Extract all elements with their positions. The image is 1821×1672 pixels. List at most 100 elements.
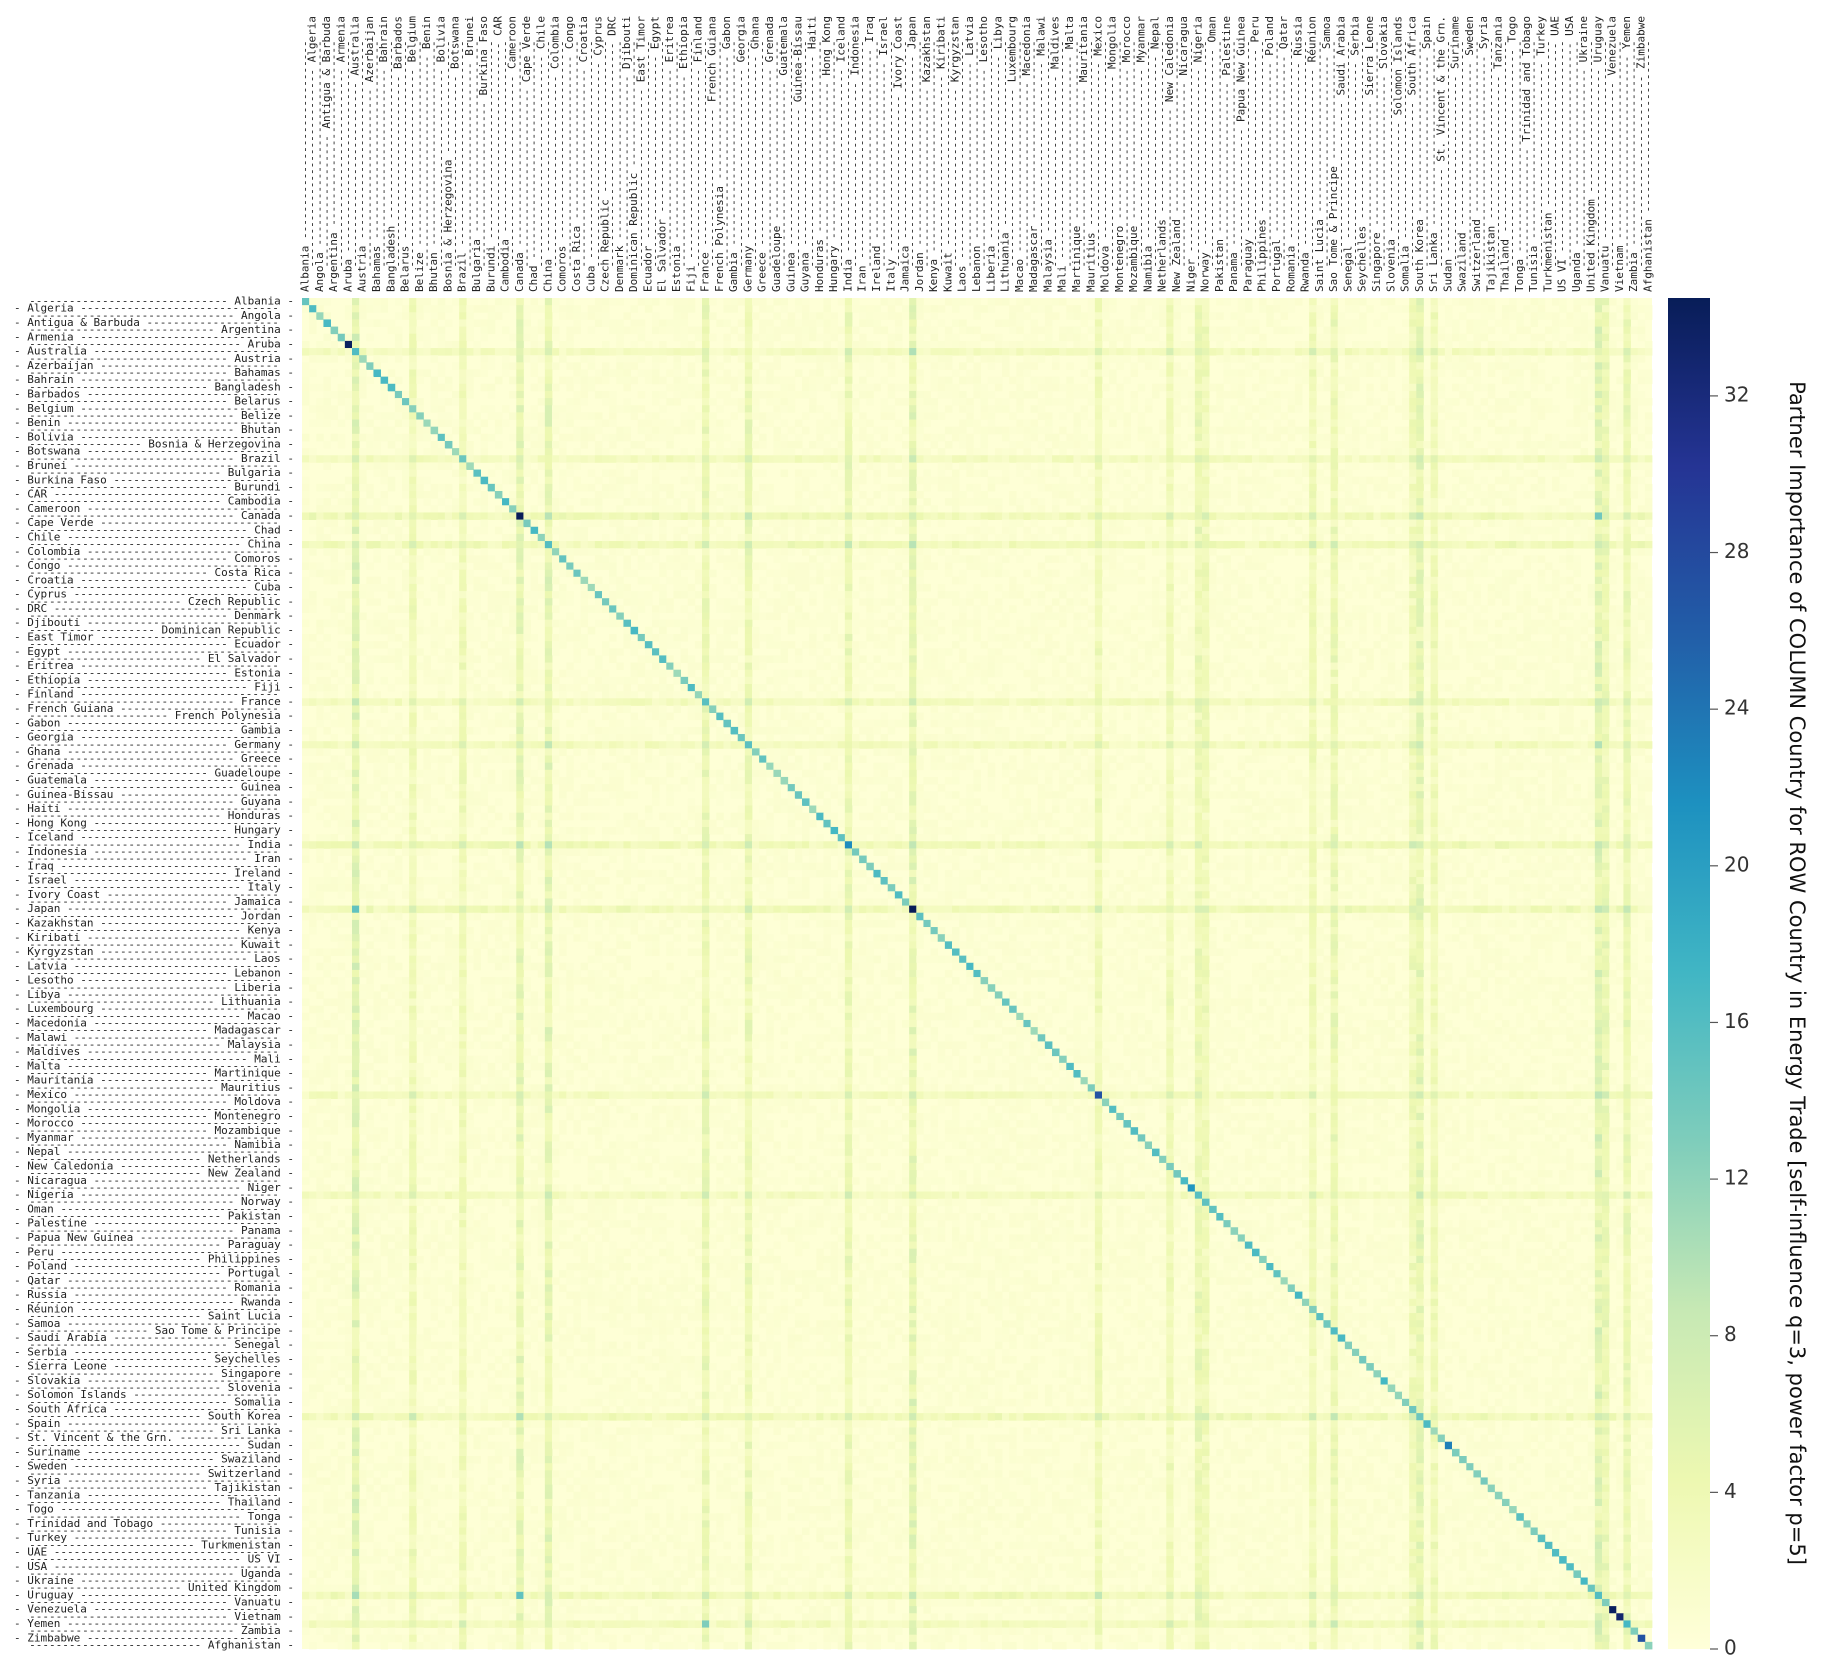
heatmap-cell (316, 384, 324, 392)
heatmap-cell (395, 505, 403, 513)
heatmap-cell (416, 312, 424, 320)
heatmap-cell (1145, 534, 1153, 542)
heatmap-cell (688, 534, 696, 542)
heatmap-cell (1431, 448, 1439, 456)
heatmap-cell (645, 377, 653, 385)
heatmap-cell (1623, 305, 1631, 313)
heatmap-cell (1059, 512, 1067, 520)
heatmap-cell (1352, 505, 1360, 513)
heatmap-cell (1009, 377, 1017, 385)
heatmap-cell (595, 520, 603, 528)
heatmap-cell (1002, 534, 1010, 542)
heatmap-cell (1566, 441, 1574, 449)
heatmap-cell (1402, 334, 1410, 342)
heatmap-cell (852, 484, 860, 492)
heatmap-cell (838, 327, 846, 335)
heatmap-cell (745, 541, 753, 549)
heatmap-cell (745, 355, 753, 363)
heatmap-cell (1623, 584, 1631, 592)
heatmap-cell (1609, 319, 1617, 327)
heatmap-cell (723, 369, 731, 377)
heatmap-cell (873, 348, 881, 356)
heatmap-cell (323, 441, 331, 449)
heatmap-cell (959, 512, 967, 520)
heatmap-cell (323, 319, 331, 327)
heatmap-cell (1181, 369, 1189, 377)
heatmap-cell (1152, 505, 1160, 513)
heatmap-cell (1123, 570, 1131, 578)
heatmap-cell (1402, 305, 1410, 313)
heatmap-cell (1609, 341, 1617, 349)
heatmap-cell (845, 570, 853, 578)
heatmap-cell (323, 455, 331, 463)
heatmap-cell (588, 541, 596, 549)
heatmap-cell (795, 470, 803, 478)
heatmap-cell (538, 355, 546, 363)
heatmap-cell (973, 348, 981, 356)
heatmap-cell (573, 327, 581, 335)
heatmap-cell (1552, 448, 1560, 456)
heatmap-cell (1202, 548, 1210, 556)
heatmap-cell (481, 334, 489, 342)
heatmap-cell (359, 355, 367, 363)
heatmap-cell (566, 591, 574, 599)
heatmap-cell (781, 448, 789, 456)
heatmap-cell (709, 420, 717, 428)
heatmap-cell (473, 512, 481, 520)
heatmap-cell (666, 562, 674, 570)
heatmap-cell (1123, 484, 1131, 492)
heatmap-cell (1423, 512, 1431, 520)
heatmap-cell (652, 391, 660, 399)
heatmap-cell (1016, 348, 1024, 356)
heatmap-cell (1223, 355, 1231, 363)
heatmap-cell (373, 412, 381, 420)
heatmap-cell (795, 434, 803, 442)
heatmap-cell (866, 420, 874, 428)
heatmap-cell (1402, 319, 1410, 327)
heatmap-cell (538, 341, 546, 349)
heatmap-cell (1195, 448, 1203, 456)
heatmap-cell (1516, 427, 1524, 435)
heatmap-cell (1059, 412, 1067, 420)
heatmap-cell (581, 355, 589, 363)
heatmap-cell (702, 441, 710, 449)
heatmap-cell (909, 570, 917, 578)
heatmap-cell (331, 369, 339, 377)
heatmap-cell (1638, 348, 1646, 356)
heatmap-cell (981, 455, 989, 463)
heatmap-cell (409, 369, 417, 377)
heatmap-cell (309, 405, 317, 413)
heatmap-cell (552, 591, 560, 599)
heatmap-cell (409, 427, 417, 435)
heatmap-cell (923, 498, 931, 506)
heatmap-cell (609, 455, 617, 463)
heatmap-cell (1523, 555, 1531, 563)
heatmap-cell (481, 348, 489, 356)
heatmap-cell (952, 484, 960, 492)
heatmap-cell (1038, 405, 1046, 413)
heatmap-cell (545, 334, 553, 342)
heatmap-cell (552, 562, 560, 570)
heatmap-cell (538, 584, 546, 592)
heatmap-cell (616, 298, 624, 306)
heatmap-cell (1359, 548, 1367, 556)
heatmap-cell (638, 562, 646, 570)
heatmap-cell (659, 355, 667, 363)
heatmap-cell (1123, 327, 1131, 335)
heatmap-cell (773, 405, 781, 413)
heatmap-cell (1602, 512, 1610, 520)
heatmap-cell (1459, 434, 1467, 442)
heatmap-cell (323, 420, 331, 428)
heatmap-cell (759, 491, 767, 499)
heatmap-cell (338, 527, 346, 535)
heatmap-cell (352, 441, 360, 449)
heatmap-cell (488, 305, 496, 313)
heatmap-cell (1095, 462, 1103, 470)
heatmap-cell (1402, 341, 1410, 349)
heatmap-cell (716, 377, 724, 385)
heatmap-cell (666, 462, 674, 470)
heatmap-cell (1316, 470, 1324, 478)
heatmap-cell (1231, 520, 1239, 528)
heatmap-cell (723, 391, 731, 399)
heatmap-cell (1016, 498, 1024, 506)
